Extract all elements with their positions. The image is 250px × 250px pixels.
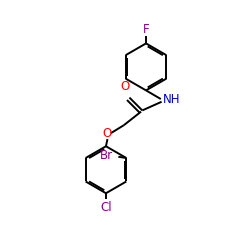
Text: Br: Br — [100, 148, 113, 162]
Text: O: O — [120, 80, 130, 93]
Text: O: O — [103, 128, 112, 140]
Text: F: F — [143, 24, 149, 36]
Text: NH: NH — [163, 93, 181, 106]
Text: Cl: Cl — [100, 201, 112, 214]
